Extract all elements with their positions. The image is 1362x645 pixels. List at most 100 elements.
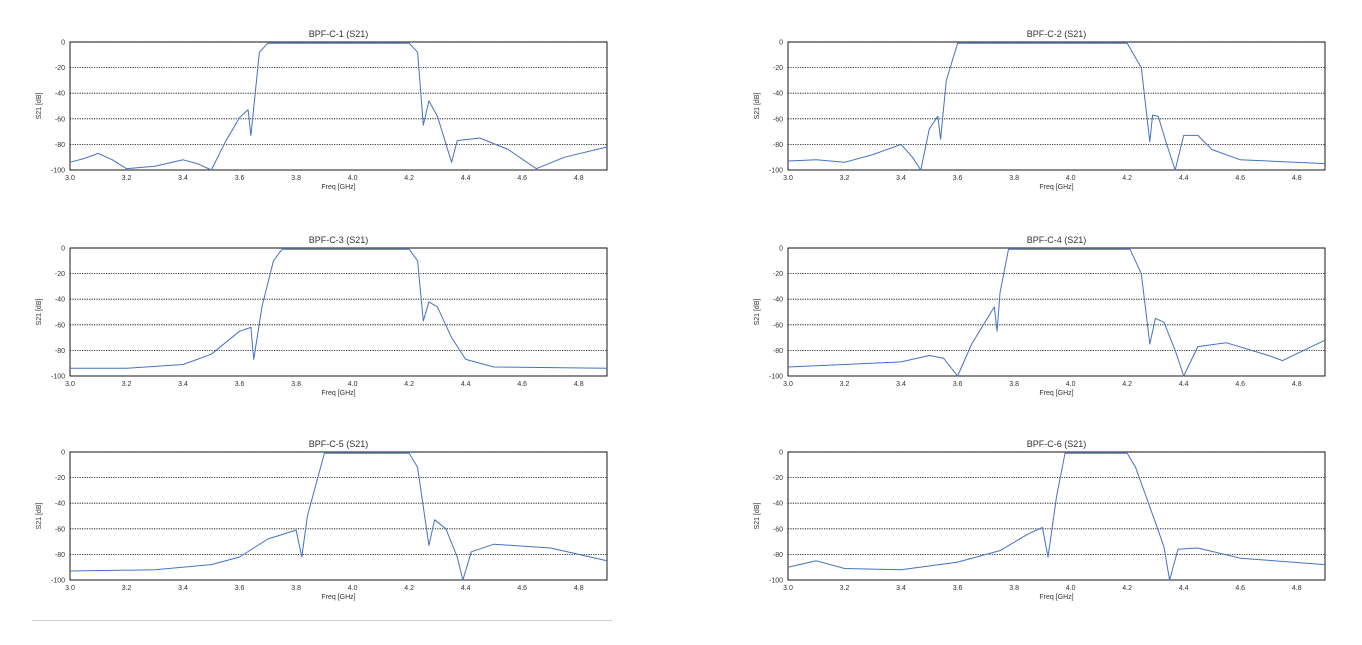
y-tick-label: -100 xyxy=(769,374,783,381)
y-tick-label: -40 xyxy=(773,91,783,98)
x-tick-label: 4.8 xyxy=(1292,381,1302,388)
y-tick-label: -100 xyxy=(51,168,65,175)
x-tick-label: 3.4 xyxy=(896,175,906,182)
s21-trace xyxy=(787,42,1326,171)
x-tick-label: 3.6 xyxy=(235,175,245,182)
x-tick-label: 4.0 xyxy=(1066,585,1076,592)
x-tick-label: 3.2 xyxy=(840,381,850,388)
x-tick-label: 3.2 xyxy=(122,175,132,182)
x-tick-label: 4.2 xyxy=(404,381,414,388)
plot-frame xyxy=(69,41,608,171)
x-tick-label: 4.4 xyxy=(461,585,471,592)
x-tick-label: 3.8 xyxy=(1009,175,1019,182)
y-tick-label: -100 xyxy=(769,168,783,175)
x-axis-label: Freq [GHz] xyxy=(321,390,355,397)
x-tick-label: 3.6 xyxy=(953,381,963,388)
x-tick-label: 4.4 xyxy=(1179,381,1189,388)
y-tick-label: -80 xyxy=(55,552,65,559)
y-tick-label: -80 xyxy=(773,142,783,149)
s21-trace xyxy=(787,248,1326,377)
x-tick-label: 3.8 xyxy=(1009,381,1019,388)
x-tick-label: 3.0 xyxy=(65,175,75,182)
x-tick-label: 3.4 xyxy=(178,585,188,592)
x-tick-label: 3.6 xyxy=(953,175,963,182)
x-tick-label: 4.8 xyxy=(574,585,584,592)
y-tick-label: -60 xyxy=(55,322,65,329)
chart-title: BPF-C-2 (S21) xyxy=(1027,29,1087,39)
chart-title: BPF-C-4 (S21) xyxy=(1027,235,1087,245)
chart-bpf-c-5: BPF-C-5 (S21) 0 -20 -40 -60 -80 -100 3.0 3.2 3.4 3… xyxy=(30,436,620,624)
x-tick-label: 3.4 xyxy=(896,585,906,592)
x-tick-label: 4.8 xyxy=(574,175,584,182)
s21-trace xyxy=(69,42,608,171)
chart-title: BPF-C-1 (S21) xyxy=(309,29,369,39)
x-tick-label: 3.0 xyxy=(783,585,793,592)
y-tick-label: -20 xyxy=(55,65,65,72)
y-tick-label: 0 xyxy=(61,246,65,253)
x-tick-label: 4.6 xyxy=(517,175,527,182)
x-tick-label: 3.0 xyxy=(65,381,75,388)
x-tick-label: 4.6 xyxy=(517,381,527,388)
y-tick-label: -20 xyxy=(773,271,783,278)
y-tick-label: -60 xyxy=(773,322,783,329)
x-tick-label: 4.4 xyxy=(461,175,471,182)
x-axis-label: Freq [GHz] xyxy=(1039,390,1073,397)
plot-frame xyxy=(69,247,608,377)
y-axis-label: S21 [dB] xyxy=(754,299,761,326)
y-tick-label: -80 xyxy=(773,348,783,355)
chart-title: BPF-C-6 (S21) xyxy=(1027,439,1087,449)
y-tick-label: -80 xyxy=(773,552,783,559)
y-tick-label: -40 xyxy=(55,501,65,508)
plot-frame xyxy=(787,41,1326,171)
y-axis-label: S21 [dB] xyxy=(36,93,43,120)
y-tick-label: -100 xyxy=(51,374,65,381)
x-tick-label: 4.6 xyxy=(1235,175,1245,182)
x-tick-label: 3.2 xyxy=(840,585,850,592)
x-tick-label: 4.0 xyxy=(348,381,358,388)
y-tick-label: -60 xyxy=(773,116,783,123)
y-tick-label: -60 xyxy=(773,526,783,533)
x-tick-label: 4.6 xyxy=(517,585,527,592)
x-tick-label: 3.2 xyxy=(122,585,132,592)
y-tick-label: 0 xyxy=(61,40,65,47)
s21-trace xyxy=(70,248,608,369)
x-tick-label: 3.8 xyxy=(1009,585,1019,592)
y-tick-label: 0 xyxy=(779,450,783,457)
x-tick-label: 3.0 xyxy=(783,381,793,388)
y-tick-label: -100 xyxy=(769,578,783,585)
x-tick-label: 3.4 xyxy=(896,381,906,388)
y-tick-label: -20 xyxy=(55,475,65,482)
x-tick-label: 4.4 xyxy=(1179,585,1189,592)
plot-frame xyxy=(69,451,608,581)
x-axis-label: Freq [GHz] xyxy=(1039,594,1073,601)
y-tick-label: -40 xyxy=(773,297,783,304)
x-tick-label: 3.6 xyxy=(235,585,245,592)
x-tick-label: 4.2 xyxy=(404,175,414,182)
x-tick-label: 4.2 xyxy=(404,585,414,592)
y-axis-label: S21 [dB] xyxy=(36,503,43,530)
s21-trace xyxy=(787,452,1326,581)
divider-line xyxy=(32,620,612,621)
x-tick-label: 4.2 xyxy=(1122,585,1132,592)
y-tick-label: -80 xyxy=(55,348,65,355)
x-tick-label: 3.4 xyxy=(178,175,188,182)
y-tick-label: -40 xyxy=(55,297,65,304)
x-tick-label: 4.8 xyxy=(1292,175,1302,182)
plot-frame xyxy=(787,247,1326,377)
x-tick-label: 4.4 xyxy=(1179,175,1189,182)
x-tick-label: 3.0 xyxy=(783,175,793,182)
y-tick-label: -40 xyxy=(773,501,783,508)
x-tick-label: 3.6 xyxy=(235,381,245,388)
y-tick-label: -80 xyxy=(55,142,65,149)
chart-bpf-c-1: BPF-C-1 (S21) 0 -20 -40 -60 -80 -100 3.0 3.2 3.4 3… xyxy=(30,26,620,214)
x-tick-label: 3.2 xyxy=(840,175,850,182)
y-tick-label: -100 xyxy=(51,578,65,585)
x-tick-label: 4.6 xyxy=(1235,381,1245,388)
x-tick-label: 4.2 xyxy=(1122,381,1132,388)
x-tick-label: 3.2 xyxy=(122,381,132,388)
